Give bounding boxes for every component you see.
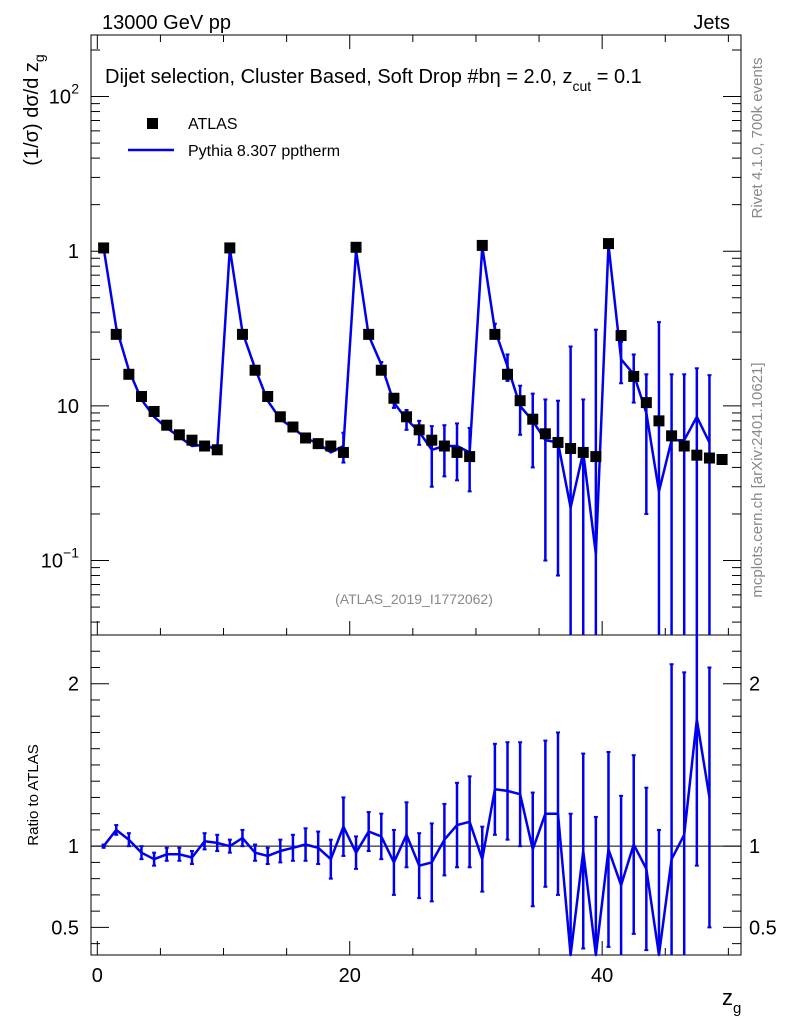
ratio-tick-label-right: 2 [749, 674, 760, 696]
pythia-series-line [102, 243, 711, 556]
atlas-data-point [249, 364, 261, 376]
y-tick-label: 10 [41, 551, 63, 573]
plot-title-main: Dijet selection, Cluster Based, Soft Dro… [105, 66, 490, 88]
atlas-data-point [476, 239, 488, 251]
atlas-data-point [287, 421, 299, 433]
x-axis-label-text: z [722, 985, 733, 1010]
atlas-data-point [502, 368, 514, 380]
x-tick-label: 40 [591, 965, 613, 987]
atlas-data-point [388, 392, 400, 404]
ratio-tick-label: 0.5 [51, 917, 79, 939]
y-tick-exponent: −1 [63, 545, 79, 561]
y-tick-label: 10 [49, 87, 71, 109]
atlas-data-point [262, 390, 274, 402]
atlas-data-point [489, 328, 501, 340]
ratio-series-line [102, 718, 711, 957]
x-axis-label-sub: g [733, 1000, 741, 1017]
y-tick-label: 1 [68, 241, 79, 263]
atlas-data-point [577, 446, 589, 458]
atlas-data-point [716, 454, 728, 466]
plot-title-cut-value: = 0.1 [591, 66, 642, 88]
atlas-data-point [703, 452, 715, 464]
ratio-plot-frame [90, 634, 742, 956]
atlas-data-point [565, 443, 577, 455]
atlas-data-point [615, 330, 627, 342]
plot-title-eta: η = 2.0, z [490, 66, 573, 88]
atlas-data-point [375, 364, 387, 376]
atlas-data-point [98, 242, 110, 254]
y-axis-label-sub: g [31, 54, 47, 62]
atlas-data-point [186, 434, 198, 446]
atlas-data-point [451, 446, 463, 458]
atlas-data-point [110, 328, 122, 340]
atlas-data-point [552, 436, 564, 448]
atlas-data-point [527, 413, 539, 425]
atlas-data-point [274, 411, 286, 423]
atlas-data-point [312, 438, 324, 450]
legend-pythia-label: Pythia 8.307 pptherm [188, 143, 340, 160]
atlas-data-point [363, 328, 375, 340]
ratio-tick-label-right: 1 [749, 836, 760, 858]
atlas-data-point [401, 411, 413, 423]
atlas-data-point [211, 444, 223, 456]
atlas-data-point [590, 451, 602, 463]
atlas-data-point [514, 395, 526, 407]
y-tick-exponent: 2 [71, 81, 79, 97]
atlas-data-point [173, 429, 185, 441]
legend-atlas-marker [147, 118, 158, 129]
plot-title-cut-sub: cut [572, 78, 591, 94]
atlas-data-point [691, 449, 703, 461]
atlas-data-point [678, 440, 690, 452]
atlas-data-point [640, 397, 652, 409]
y-tick-label: 10 [57, 396, 79, 418]
atlas-data-point [236, 328, 248, 340]
atlas-data-point [148, 405, 160, 417]
y-axis-label-text: (1/σ) dσ/d z [21, 62, 43, 166]
atlas-data-point [350, 241, 362, 253]
atlas-data-point [161, 419, 173, 431]
atlas-data-point [628, 370, 640, 382]
atlas-data-point [337, 446, 349, 458]
header-left-label: 13000 GeV pp [102, 12, 231, 34]
ratio-tick-label: 2 [68, 674, 79, 696]
rivet-version-label: Rivet 4.1.0, 700k events [749, 58, 766, 219]
atlas-data-point [602, 238, 614, 250]
x-tick-label: 20 [339, 965, 361, 987]
atlas-data-point [224, 242, 236, 254]
x-tick-label: 0 [92, 965, 103, 987]
atlas-data-point [123, 368, 135, 380]
atlas-data-point [413, 424, 425, 436]
atlas-data-point [199, 440, 211, 452]
legend-atlas-label: ATLAS [188, 116, 238, 133]
atlas-data-point [653, 415, 665, 427]
plot-title: Dijet selection, Cluster Based, Soft Dro… [105, 66, 642, 94]
analysis-id-label: (ATLAS_2019_I1772062) [335, 591, 493, 607]
header-right-label: Jets [693, 12, 730, 34]
ratio-tick-label-right: 0.5 [749, 917, 777, 939]
atlas-data-point [464, 451, 476, 463]
atlas-data-point [325, 440, 337, 452]
atlas-data-point [135, 390, 147, 402]
mcplots-label: mcplots.cern.ch [arXiv:2401.10621] [749, 362, 766, 597]
atlas-data-point [426, 434, 438, 446]
ratio-tick-label: 1 [68, 836, 79, 858]
x-axis-label: zg [722, 985, 741, 1017]
atlas-data-point [438, 440, 450, 452]
atlas-data-point [666, 430, 678, 442]
atlas-data-point [300, 432, 312, 444]
ratio-y-axis-label: Ratio to ATLAS [25, 744, 42, 845]
y-axis-label: (1/σ) dσ/d zg [21, 54, 47, 165]
atlas-data-point [539, 428, 551, 440]
